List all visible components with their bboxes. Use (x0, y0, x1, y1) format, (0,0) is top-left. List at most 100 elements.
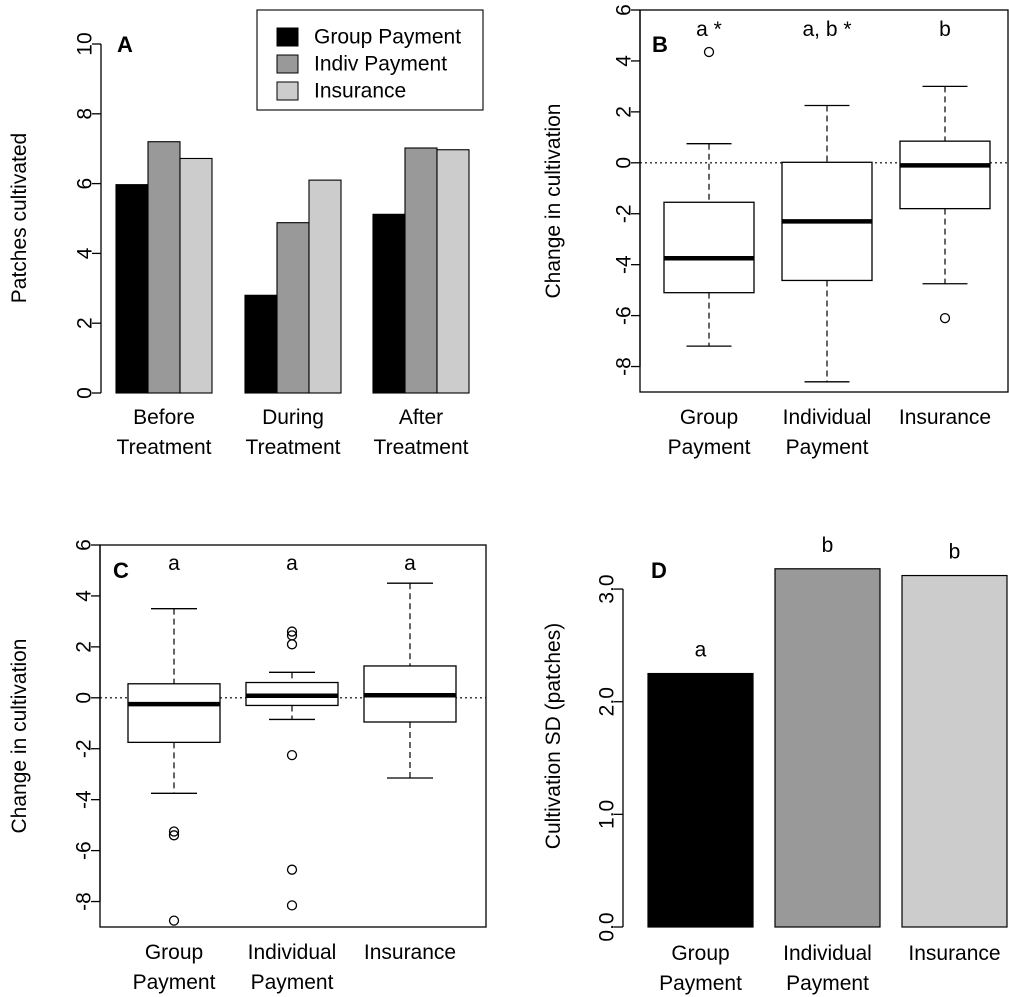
y-tick-label: 4 (613, 55, 636, 67)
bar (244, 294, 278, 394)
panel-label: D (651, 558, 667, 583)
x-tick-label: Insurance (364, 941, 456, 964)
significance-letter: a (404, 552, 416, 575)
significance-letter: b (822, 534, 834, 557)
y-axis-title: Cultivation SD (patches) (542, 623, 565, 849)
significance-letter: a, b * (802, 18, 851, 41)
panel-label: C (113, 558, 129, 583)
x-tick-label: Before (133, 406, 195, 429)
x-tick-label: After (399, 406, 443, 429)
panel-label: B (652, 32, 668, 57)
outlier-point (939, 312, 951, 324)
y-tick-label: 10 (74, 32, 97, 55)
iqr-box (663, 201, 755, 294)
x-tick-label: Treatment (374, 436, 469, 459)
bar (308, 179, 342, 394)
y-tick-label: -2 (73, 739, 96, 758)
outlier-point (286, 749, 298, 761)
bar (404, 147, 438, 394)
outlier-point (286, 864, 298, 875)
outlier-point (168, 830, 180, 841)
bar (774, 568, 881, 928)
legend-label: Insurance (314, 80, 406, 103)
x-tick-label: Group (671, 942, 729, 965)
x-tick-label: Payment (133, 971, 216, 994)
y-axis-title: Change in cultivation (8, 639, 31, 834)
x-tick-label: Payment (659, 972, 742, 995)
y-tick-label: 4 (74, 247, 97, 259)
y-tick-label: 6 (73, 539, 96, 551)
outlier-point (286, 626, 298, 637)
y-tick-label: 1.0 (596, 800, 619, 829)
bar (372, 213, 406, 394)
y-tick-label: 6 (613, 4, 636, 16)
y-axis-title: Patches cultivated (8, 133, 31, 303)
box-1: a (127, 552, 221, 926)
legend: Group Payment Indiv Payment Insurance (256, 9, 484, 111)
x-tick-label: Treatment (117, 436, 212, 459)
y-tick-label: -8 (73, 892, 96, 911)
x-tick-label: Group (680, 406, 738, 429)
legend-swatch (276, 54, 299, 74)
outlier-point (703, 46, 715, 58)
legend-swatch (276, 27, 299, 47)
box-2: a (245, 552, 339, 911)
panel-a: 0 2 4 6 8 10 Patches cultivated Before Treatment… (8, 9, 484, 459)
y-tick-label: -2 (613, 204, 636, 223)
x-tick-label: Payment (786, 436, 869, 459)
significance-letter: a * (696, 18, 722, 41)
y-tick-label: 2 (613, 106, 636, 118)
box-1: a * (663, 18, 755, 347)
panel-c: -8 -6 -4 -2 0 2 4 6 Change in cultivation a Group P… (8, 539, 487, 994)
y-tick-label: 6 (74, 178, 97, 190)
y-tick-label: -4 (613, 255, 636, 274)
bar (147, 141, 181, 394)
plot-frame (639, 9, 1009, 393)
x-tick-label: Treatment (246, 436, 341, 459)
significance-letter: a (695, 639, 707, 662)
x-tick-label: Group (145, 941, 203, 964)
x-tick-label: Individual (248, 941, 337, 964)
x-tick-label: During (262, 406, 324, 429)
x-tick-label: Individual (783, 942, 872, 965)
y-tick-label: 0.0 (596, 912, 619, 941)
outlier-point (286, 639, 298, 650)
bar (115, 184, 149, 394)
y-tick-label: 0 (613, 157, 636, 169)
y-tick-label: -8 (613, 357, 636, 376)
bar (276, 222, 310, 394)
y-tick-label: 2 (73, 641, 96, 653)
panel-label: A (117, 32, 133, 57)
x-tick-label: Payment (251, 971, 334, 994)
legend-label: Group Payment (314, 26, 461, 49)
box-2: a, b * (781, 18, 873, 383)
iqr-box (127, 683, 221, 744)
x-tick-label: Insurance (899, 406, 991, 429)
y-tick-label: 3.0 (596, 574, 619, 603)
panel-d: 0.0 1.0 2.0 3.0 Cultivation SD (patches) a Gro… (542, 534, 1008, 995)
significance-letter: b (939, 18, 951, 41)
y-tick-label: 8 (74, 108, 97, 120)
outlier-point (168, 826, 180, 837)
y-axis-title: Change in cultivation (542, 104, 565, 299)
y-tick-label: -6 (73, 841, 96, 860)
outlier-point (286, 900, 298, 911)
plot-frame (99, 544, 487, 928)
y-tick-label: 2 (74, 317, 97, 329)
y-tick-label: -6 (613, 306, 636, 325)
y-tick-label: 0 (73, 692, 96, 704)
box-3: b (899, 18, 991, 324)
y-tick-label: 0 (74, 387, 97, 399)
y-tick-label: -4 (73, 790, 96, 809)
x-tick-label: Individual (783, 406, 872, 429)
x-tick-label: Payment (668, 436, 751, 459)
significance-letter: a (286, 552, 298, 575)
bar (901, 574, 1008, 928)
significance-letter: b (949, 541, 961, 564)
legend-label: Indiv Payment (314, 53, 447, 76)
iqr-box (899, 140, 991, 210)
x-tick-label: Payment (786, 972, 869, 995)
legend-swatch (276, 81, 299, 101)
bar (647, 672, 754, 928)
bar (436, 149, 470, 394)
